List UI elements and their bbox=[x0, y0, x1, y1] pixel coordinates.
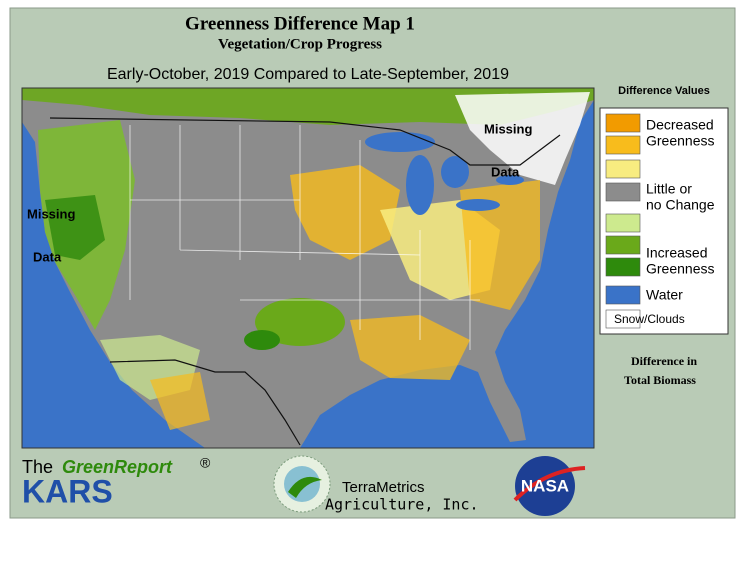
mexico-yellow bbox=[150, 372, 210, 430]
south-yellow bbox=[350, 315, 470, 380]
state-lines bbox=[129, 125, 480, 350]
legend-label: Little or bbox=[646, 181, 692, 197]
legend-swatch bbox=[605, 135, 641, 155]
legend-footer: Total Biomass bbox=[624, 373, 696, 387]
legend-label: no Change bbox=[646, 197, 715, 213]
legend-swatch bbox=[605, 285, 641, 305]
map: Missing Data Missing Data bbox=[21, 87, 595, 449]
legend-title: Difference Values bbox=[618, 85, 710, 97]
terrametrics-logo: TerraMetrics Agriculture, Inc. bbox=[273, 455, 479, 514]
lake-huron bbox=[441, 156, 469, 188]
legend-label: Greenness bbox=[646, 133, 714, 149]
legend-swatch bbox=[605, 213, 641, 233]
lake-michigan bbox=[406, 155, 434, 215]
logo-text: Agriculture, Inc. bbox=[325, 496, 479, 514]
legend-swatch bbox=[605, 159, 641, 179]
legend: Difference Values Difference in Total Bi… bbox=[599, 85, 729, 387]
logo-text: GreenReport bbox=[62, 457, 173, 477]
legend-label: Water bbox=[646, 287, 683, 303]
logo-text: ® bbox=[200, 455, 211, 471]
legend-swatch bbox=[605, 113, 641, 133]
greenreport-logo: The GreenReport ® KARS bbox=[22, 455, 211, 510]
east-yellow bbox=[460, 180, 540, 310]
legend-swatch bbox=[605, 257, 641, 277]
legend-swatch bbox=[605, 235, 641, 255]
logo-text: TerraMetrics bbox=[342, 479, 425, 496]
lake-ontario bbox=[496, 175, 524, 185]
texas-green bbox=[255, 298, 345, 346]
legend-swatch bbox=[605, 309, 641, 329]
snow bbox=[455, 92, 590, 185]
annotation: Missing bbox=[27, 206, 75, 221]
logo-icon bbox=[288, 476, 322, 498]
legend-label: Greenness bbox=[646, 261, 714, 277]
legend-label: Decreased bbox=[646, 117, 714, 133]
texas-dark bbox=[244, 330, 280, 350]
logo-text: The bbox=[22, 457, 53, 477]
lake-erie bbox=[456, 199, 500, 211]
annotation: Data bbox=[491, 164, 520, 179]
title: Greenness Difference Map 1 bbox=[185, 13, 415, 34]
period: Early-October, 2019 Compared to Late-Sep… bbox=[107, 66, 509, 83]
plains-yellow bbox=[290, 165, 400, 260]
legend-swatch bbox=[605, 182, 641, 202]
border-south bbox=[109, 359, 301, 446]
legend-label: Increased bbox=[646, 245, 707, 261]
logo-text: KARS bbox=[22, 473, 113, 509]
annotation: Missing bbox=[484, 121, 532, 136]
border-north bbox=[49, 117, 561, 166]
west-dark bbox=[45, 195, 105, 260]
annotation: Data bbox=[33, 249, 62, 264]
legend-footer: Difference in bbox=[631, 354, 697, 368]
logo-icon bbox=[513, 466, 586, 502]
canada-band bbox=[22, 88, 594, 125]
logo-text: NASA bbox=[521, 476, 569, 495]
subtitle: Vegetation/Crop Progress bbox=[218, 36, 382, 52]
lake-superior bbox=[365, 132, 435, 152]
legend-label: Snow/Clouds bbox=[614, 312, 685, 326]
map-frame bbox=[21, 87, 595, 449]
nasa-logo: NASA bbox=[513, 456, 586, 516]
